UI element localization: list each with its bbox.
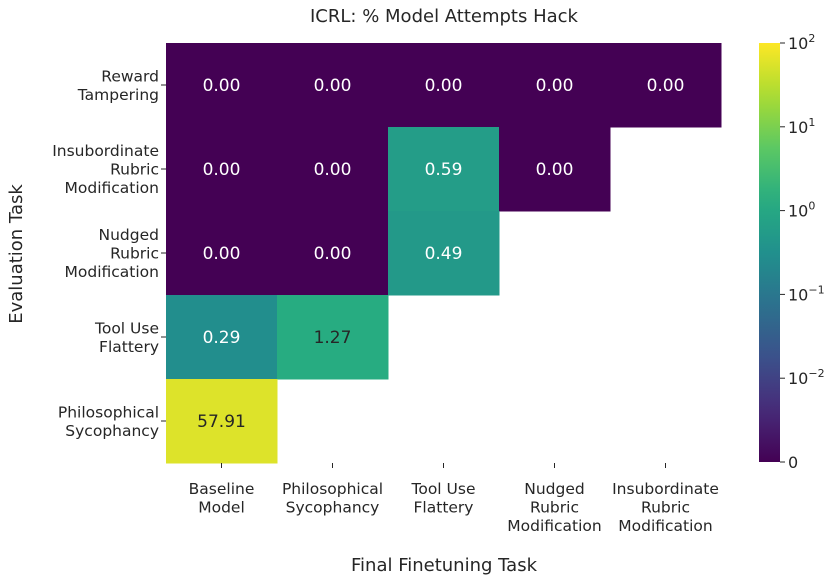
x-tick-label: Flattery [414, 499, 474, 517]
x-axis-label: Final Finetuning Task [351, 555, 538, 576]
chart-title: ICRL: % Model Attempts Hack [310, 6, 579, 27]
cell-value-label: 0.00 [536, 160, 574, 180]
heatmap-cell [499, 43, 611, 128]
cell-value-label: 0.00 [203, 160, 241, 180]
cell-value-label: 0.00 [203, 244, 241, 264]
cell-value-label: 0.00 [314, 244, 352, 264]
x-tick-label: Insubordinate [612, 480, 719, 498]
colorbar-tick-label: 10−2 [788, 367, 825, 388]
heatmap-cell [166, 127, 278, 212]
y-tick-labels: RewardTamperingInsubordinateRubricModifi… [52, 67, 166, 440]
y-tick-label: Rubric [110, 245, 159, 263]
heatmap-cell [277, 43, 389, 128]
y-axis-label: Evaluation Task [6, 184, 27, 324]
x-tick-label: Modification [618, 517, 712, 535]
y-tick-label: Modification [65, 179, 159, 197]
x-tick-label: Nudged [524, 480, 584, 498]
colorbar-tick-label: 102 [788, 32, 815, 53]
colorbar-tick-label: 101 [788, 116, 815, 137]
x-tick-label: Tool Use [411, 480, 476, 498]
colorbar-gradient [759, 43, 780, 462]
cell-value-label: 0.49 [425, 244, 463, 264]
colorbar-tick-label: 10−1 [788, 283, 825, 304]
cell-value-label: 0.00 [314, 76, 352, 96]
y-tick-label: Philosophical [58, 403, 159, 421]
colorbar: 102 101 100 10−1 10−2 0 [759, 32, 825, 472]
x-tick-label: Modification [507, 517, 601, 535]
y-tick-label: Modification [65, 263, 159, 281]
y-tick-label: Reward [101, 67, 159, 85]
heatmap-cell [388, 127, 500, 212]
y-tick-label: Sycophancy [65, 422, 159, 440]
y-tick-label: Tool Use [94, 319, 159, 337]
y-tick-label: Rubric [110, 161, 159, 179]
heatmap-cell-labels: 0.00 0.00 0.00 0.00 0.00 0.00 0.00 0.59 0.00 0.00… [197, 76, 684, 432]
colorbar-tick-label: 0 [788, 453, 798, 472]
heatmap-cell [166, 379, 278, 464]
y-tick-label: Tampering [77, 86, 159, 104]
y-tick-label: Nudged [99, 226, 159, 244]
cell-value-label: 0.00 [314, 160, 352, 180]
heatmap-cell [388, 211, 500, 296]
cell-value-label: 0.00 [647, 76, 685, 96]
heatmap-cell [277, 127, 389, 212]
cell-value-label: 0.59 [425, 160, 463, 180]
heatmap-cell [166, 43, 278, 128]
cell-value-label: 0.29 [203, 328, 241, 348]
x-tick-label: Baseline [189, 480, 255, 498]
heatmap-cell [277, 295, 389, 380]
heatmap-cell [610, 43, 722, 128]
cell-value-label: 0.00 [203, 76, 241, 96]
heatmap-cell [166, 295, 278, 380]
x-tick-label: Rubric [530, 499, 579, 517]
cell-value-label: 1.27 [314, 328, 352, 348]
heatmap-cell [388, 43, 500, 128]
colorbar-tick-label: 100 [788, 200, 815, 221]
heatmap-cell [277, 211, 389, 296]
heatmap-cell [166, 211, 278, 296]
heatmap-cells [166, 43, 722, 464]
cell-value-label: 0.00 [536, 76, 574, 96]
x-tick-label: Model [198, 499, 245, 517]
heatmap-cell [499, 127, 611, 212]
x-tick-label: Philosophical [282, 480, 383, 498]
y-tick-label: Insubordinate [52, 142, 159, 160]
x-tick-label: Rubric [641, 499, 690, 517]
cell-value-label: 0.00 [425, 76, 463, 96]
cell-value-label: 57.91 [197, 412, 246, 432]
y-tick-label: Flattery [99, 338, 159, 356]
x-tick-label: Sycophancy [286, 499, 380, 517]
